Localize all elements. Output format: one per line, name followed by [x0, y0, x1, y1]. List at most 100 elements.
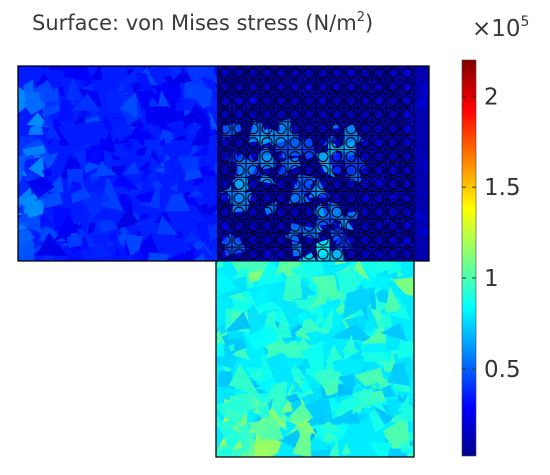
left-arm-facet	[18, 224, 27, 230]
lower-arm-facet	[334, 261, 347, 265]
hole	[387, 81, 399, 93]
hole	[247, 248, 259, 260]
hole	[387, 220, 399, 232]
hole	[331, 178, 343, 190]
lower-arm-facet	[335, 271, 367, 298]
hole	[401, 150, 413, 163]
hole	[289, 109, 301, 121]
title-close: )	[364, 11, 374, 35]
lower-arm-facet	[353, 367, 384, 387]
colorbar-multiplier: ×105	[472, 14, 529, 42]
lower-arm-facet	[378, 377, 395, 391]
hole	[387, 137, 399, 149]
lower-arm-facet	[377, 313, 393, 328]
left-arm-facet	[18, 187, 34, 210]
left-arm-facet	[181, 248, 195, 261]
hole	[275, 234, 287, 246]
hole	[331, 248, 343, 260]
lower-arm-facet	[327, 351, 335, 359]
hole	[303, 81, 315, 93]
lower-arm-facet	[264, 310, 278, 329]
left-arm-facet	[123, 161, 140, 175]
right-strip-facet	[414, 146, 420, 156]
hole	[331, 192, 343, 204]
lower-arm-facet	[275, 311, 293, 338]
hole	[331, 67, 343, 79]
hole	[345, 95, 357, 107]
hole	[373, 123, 385, 135]
hole	[303, 137, 315, 149]
lower-arm-facet	[259, 348, 266, 359]
right-strip-facet	[419, 84, 429, 96]
left-arm-facet	[40, 213, 54, 227]
left-arm-facet	[164, 193, 190, 212]
colorbar-tick-label: 1.5	[484, 175, 521, 201]
corner-block-facet	[343, 154, 366, 178]
lower-arm-facet	[391, 304, 411, 321]
hole	[359, 81, 371, 93]
corner-block-facet	[374, 135, 401, 156]
corner-block-facet	[322, 134, 337, 147]
corner-block-facet	[232, 96, 247, 113]
lower-arm-facet	[300, 318, 323, 334]
right-strip	[414, 66, 429, 261]
multiplier-base: ×10	[472, 16, 521, 42]
hole	[345, 123, 357, 135]
hole	[289, 123, 301, 135]
lower-arm-facet	[308, 274, 339, 300]
left-arm-facet	[147, 252, 171, 261]
hole	[359, 192, 371, 204]
corner-block-facet	[298, 252, 317, 261]
hole	[373, 137, 385, 149]
left-arm-facet	[128, 118, 145, 129]
lower-arm-facet	[283, 274, 303, 301]
hole	[247, 178, 259, 190]
left-arm-facet	[206, 135, 218, 158]
lower-arm-facet	[343, 395, 359, 413]
left-arm-facet	[134, 217, 159, 241]
right-strip-facet	[414, 109, 420, 115]
hole	[317, 248, 329, 260]
hole	[401, 234, 413, 246]
hole	[275, 192, 287, 204]
hole	[401, 95, 413, 107]
hole	[303, 206, 315, 218]
hole	[345, 109, 357, 121]
hole	[317, 178, 329, 190]
left-arm-facet	[139, 213, 150, 220]
hole	[401, 81, 413, 93]
hole	[289, 206, 301, 218]
left-arm-facet	[67, 180, 83, 196]
hole	[261, 150, 273, 163]
left-arm-facet	[57, 100, 73, 121]
left-arm-facet	[18, 240, 35, 261]
hole	[219, 109, 231, 121]
hole	[303, 192, 315, 204]
lower-arm-facet	[392, 277, 414, 297]
hole	[247, 109, 259, 121]
left-arm-facet	[37, 87, 60, 104]
left-arm-facet	[113, 206, 140, 231]
hole	[233, 123, 245, 135]
lower-arm-facet	[252, 300, 282, 314]
hole	[359, 178, 371, 190]
corner-block-facet	[313, 202, 326, 222]
hole	[303, 67, 315, 79]
hole	[275, 206, 287, 218]
hole	[317, 150, 329, 163]
hole	[289, 220, 301, 232]
left-arm-facet	[114, 247, 122, 258]
left-arm-facet	[158, 90, 170, 108]
left-arm-facet	[45, 66, 69, 90]
hole	[359, 164, 371, 177]
hole	[247, 220, 259, 232]
hole	[401, 67, 413, 79]
lower-arm-facet	[216, 446, 234, 457]
lower-arm-facet	[380, 322, 408, 342]
right-strip-facet	[418, 95, 427, 108]
hole	[247, 95, 259, 107]
corner-block-facet	[370, 132, 382, 156]
left-arm-facet	[169, 182, 178, 193]
left-arm-facet	[182, 231, 202, 243]
